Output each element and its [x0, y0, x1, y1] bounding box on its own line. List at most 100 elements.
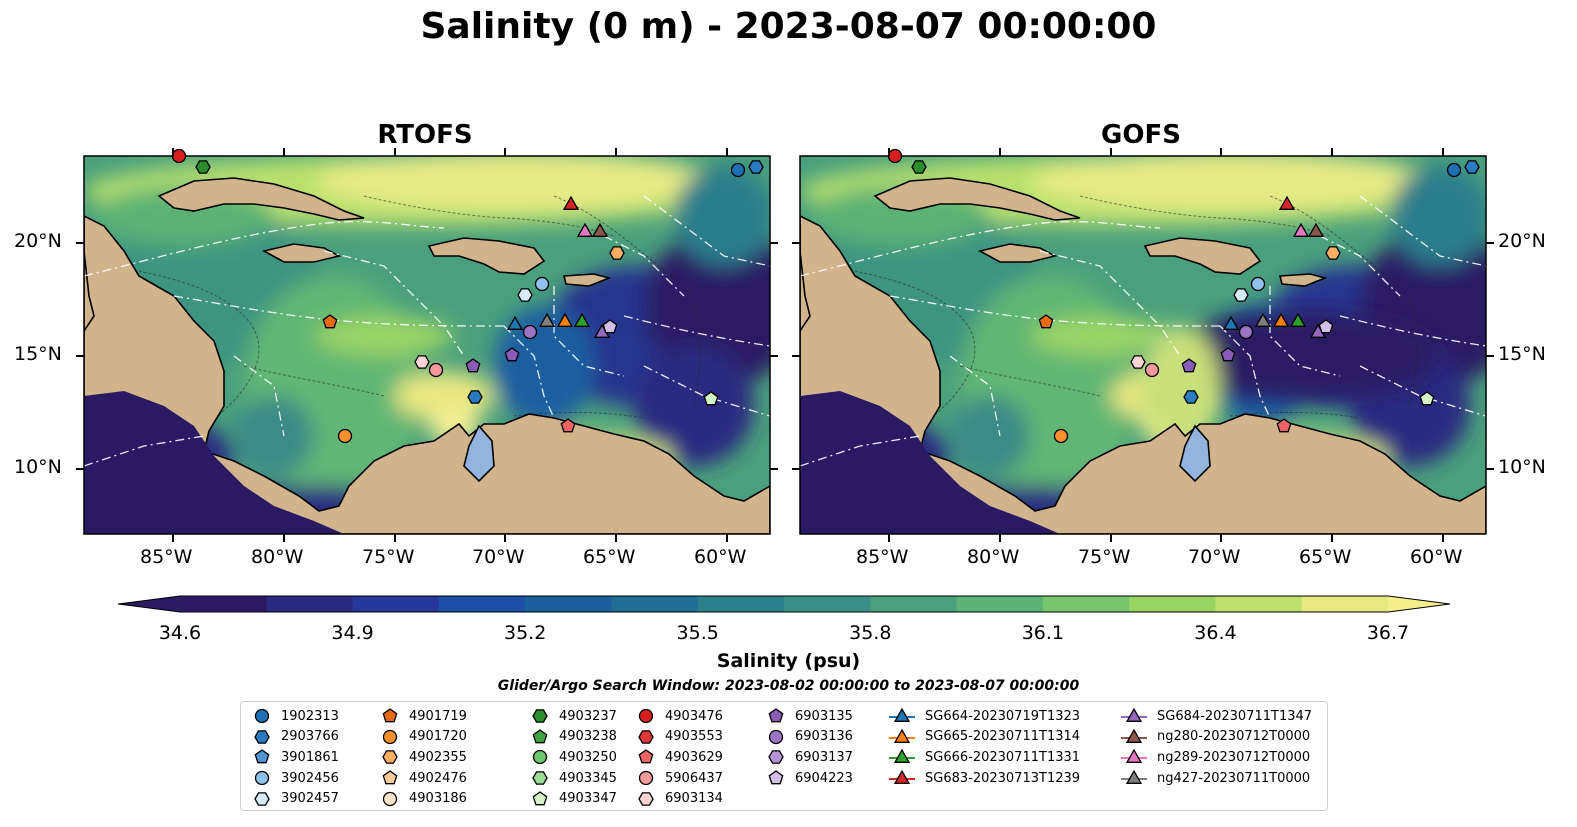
- float-marker: [560, 418, 576, 433]
- float-marker: [887, 148, 903, 164]
- legend-item: 4902355: [381, 747, 467, 768]
- legend-label: 5906437: [665, 770, 723, 786]
- float-marker: [428, 362, 444, 378]
- legend-item: 6903136: [767, 727, 853, 748]
- float-marker: [337, 428, 353, 444]
- float-marker: [1318, 319, 1334, 334]
- legend-marker-icon: [638, 709, 654, 724]
- float-marker: [1289, 312, 1307, 327]
- lat-label-left-15: 15°N: [14, 343, 62, 365]
- legend-item: 4903345: [531, 768, 617, 789]
- legend-label: 6903135: [795, 708, 853, 724]
- rtofs-map: [84, 151, 770, 534]
- float-marker: [534, 276, 550, 292]
- panel-title-gofs: GOFS: [1101, 120, 1181, 150]
- legend-marker-icon: [889, 728, 915, 743]
- legend-marker-icon: [889, 708, 915, 723]
- legend-marker-icon: [382, 770, 398, 785]
- legend-column: SG684-20230711T1347 ng280-20230712T0000 ng…: [1121, 706, 1312, 788]
- legend-marker-icon: [768, 729, 784, 745]
- search-window-label: Glider/Argo Search Window: 2023-08-02 00…: [497, 678, 1080, 694]
- legend-marker-icon: [254, 749, 270, 764]
- float-marker: [522, 324, 538, 340]
- lat-label-right-20: 20°N: [1498, 230, 1546, 252]
- colorbar-label: Salinity (psu): [716, 650, 861, 672]
- legend-column: 1902313 2903766 3901861 3902456 3902457: [253, 706, 339, 809]
- legend-item: 4901720: [381, 727, 467, 748]
- legend-item: 4903476: [637, 706, 723, 727]
- float-marker: [609, 246, 625, 260]
- lon-label-65w-right: 65°W: [1299, 546, 1352, 568]
- legend-marker-icon: [532, 750, 548, 765]
- float-marker: [1130, 355, 1146, 369]
- gofs-map: [800, 151, 1486, 534]
- legend-item: 4903250: [531, 747, 617, 768]
- legend-marker-icon: [638, 749, 654, 764]
- float-marker: [1278, 195, 1296, 210]
- main-title: Salinity (0 m) - 2023-08-07 00:00:00: [420, 6, 1157, 47]
- float-marker: [576, 222, 594, 237]
- legend-marker-icon: [532, 771, 548, 785]
- legend-item: 6904223: [767, 768, 853, 789]
- legend-column: 4903476 4903553 4903629 5906437 6903134: [637, 706, 723, 809]
- legend-item: ng289-20230712T0000: [1121, 747, 1312, 768]
- lat-label-left-10: 10°N: [14, 456, 62, 478]
- float-marker: [195, 160, 211, 174]
- map-panels: [76, 148, 1494, 542]
- legend-label: 4903238: [559, 729, 617, 745]
- lon-label-70w: 70°W: [472, 546, 525, 568]
- legend-marker-icon: [1121, 769, 1147, 785]
- legend-item: 4903186: [381, 788, 467, 809]
- legend-item: 4903238: [531, 727, 617, 748]
- lon-label-75w-right: 75°W: [1078, 546, 1131, 568]
- legend-label: ng289-20230712T0000: [1157, 749, 1311, 765]
- float-marker: [1250, 276, 1266, 292]
- float-marker: [1038, 314, 1054, 329]
- legend-label: 6903137: [795, 749, 853, 765]
- lon-label-85w: 85°W: [140, 546, 193, 568]
- legend-label: 4902355: [409, 749, 467, 765]
- legend-marker-icon: [1121, 728, 1147, 743]
- float-marker: [573, 312, 591, 327]
- float-marker: [506, 315, 524, 330]
- legend-item: 1902313: [253, 706, 339, 727]
- legend-marker-icon: [532, 790, 548, 806]
- colorbar-tick-label: 34.6: [158, 622, 202, 644]
- legend-label: 6903136: [795, 729, 853, 745]
- float-marker: [414, 355, 430, 369]
- legend-label: 3902457: [281, 791, 339, 807]
- float-marker: [1272, 312, 1290, 327]
- lon-label-60w-right: 60°W: [1410, 546, 1463, 568]
- colorbar-tick-label: 36.1: [1021, 622, 1064, 644]
- legend-item: SG665-20230711T1314: [889, 727, 1080, 748]
- lon-label-70w-right: 70°W: [1188, 546, 1241, 568]
- float-marker: [1233, 288, 1249, 302]
- legend-item: 3902456: [253, 768, 339, 789]
- legend-item: SG666-20230711T1331: [889, 747, 1080, 768]
- legend-item: SG684-20230711T1347: [1121, 706, 1312, 727]
- float-marker: [538, 312, 556, 327]
- legend-item: 6903135: [767, 706, 853, 727]
- legend-marker-icon: [889, 769, 915, 785]
- colorbar-tick-label: 35.2: [503, 622, 547, 644]
- legend-label: 4903237: [559, 708, 617, 724]
- legend-label: 1902313: [281, 708, 339, 724]
- legend-item: SG683-20230713T1239: [889, 768, 1080, 789]
- legend-marker-icon: [889, 749, 915, 764]
- legend-label: 2903766: [281, 729, 339, 745]
- float-marker: [1464, 160, 1480, 174]
- legend-label: ng427-20230711T0000: [1157, 770, 1311, 786]
- legend-item: 4903237: [531, 706, 617, 727]
- float-marker: [171, 148, 187, 164]
- legend-marker-icon: [254, 770, 270, 786]
- legend-marker-icon: [768, 750, 784, 765]
- legend-item: 4903629: [637, 747, 723, 768]
- legend-item: 3902457: [253, 788, 339, 809]
- float-marker: [748, 160, 764, 174]
- legend-marker-icon: [1121, 708, 1147, 723]
- colorbar-tick-label: 36.4: [1194, 622, 1237, 644]
- legend-marker-icon: [254, 730, 270, 744]
- legend-column: 4901719 4901720 4902355 4902476 4903186: [381, 706, 467, 809]
- legend-marker-icon: [638, 791, 654, 806]
- float-markers-rtofs: [171, 148, 764, 444]
